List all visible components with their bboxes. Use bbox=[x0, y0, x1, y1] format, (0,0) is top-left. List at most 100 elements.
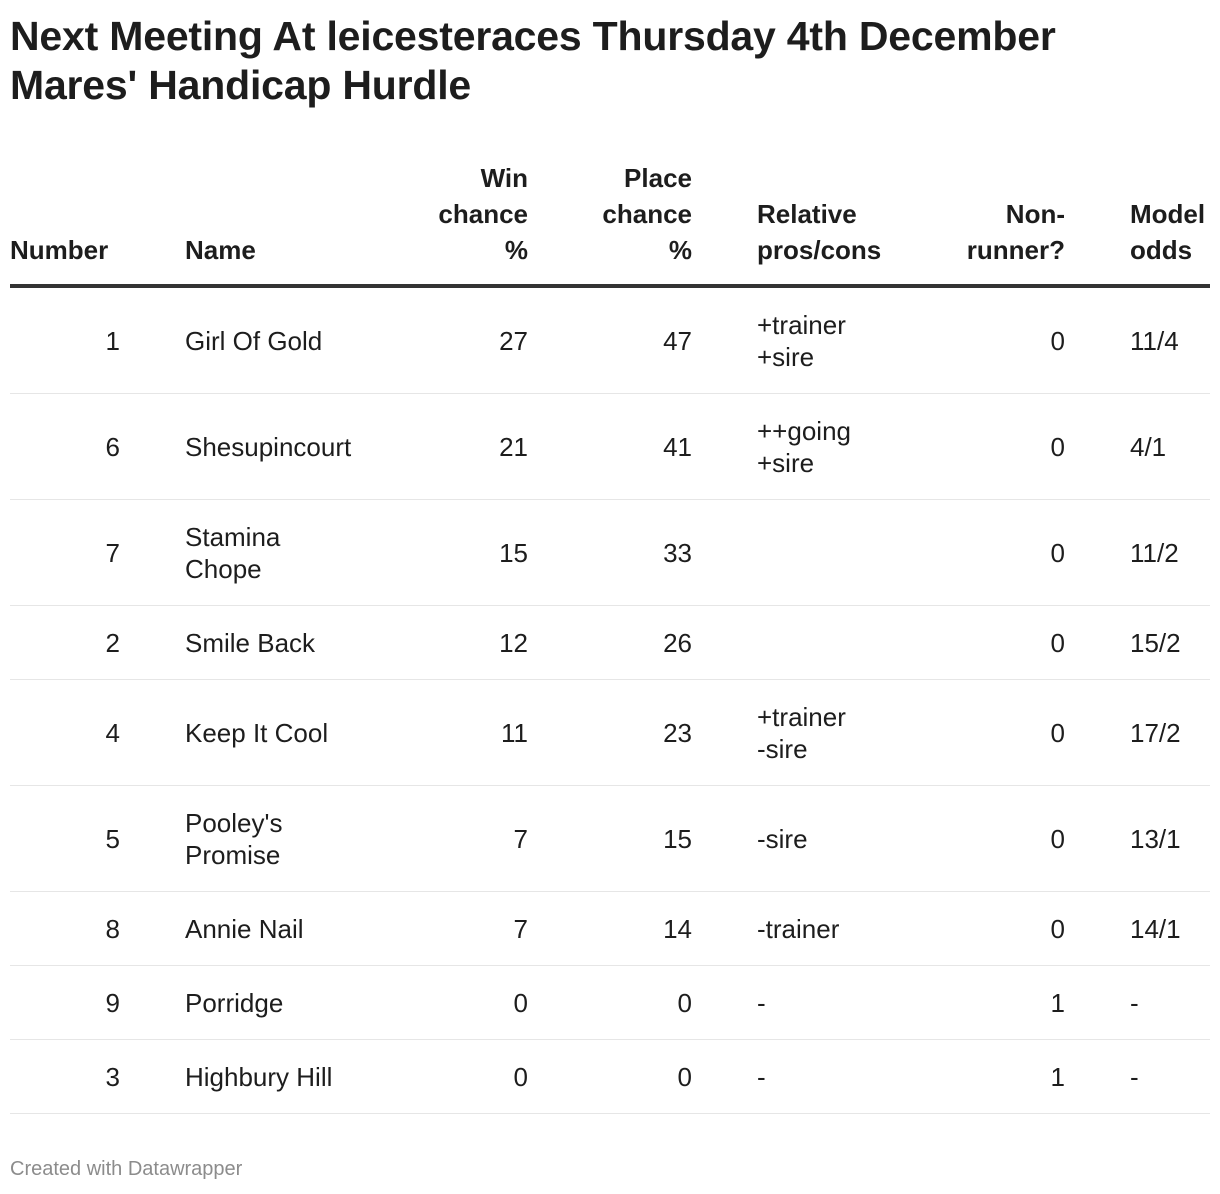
cell-spacer bbox=[120, 499, 185, 606]
cell-place-chance: 14 bbox=[528, 891, 692, 966]
cell-relative: - bbox=[757, 965, 907, 1040]
cell-spacer bbox=[1065, 785, 1130, 892]
cell-name-line: Annie Nail bbox=[185, 913, 304, 944]
header-spacer bbox=[1065, 160, 1130, 288]
cell-relative: +trainer +sire bbox=[757, 286, 907, 394]
header-non-runner[interactable]: Non-runner? bbox=[907, 160, 1065, 288]
cell-name: Highbury Hill bbox=[185, 1039, 370, 1114]
cell-non-runner: 0 bbox=[907, 605, 1065, 680]
cell-number: 9 bbox=[10, 965, 120, 1040]
cell-non-runner: 0 bbox=[907, 499, 1065, 606]
cell-relative-line: -sire bbox=[757, 823, 808, 854]
cell-name-line: Chope bbox=[185, 553, 262, 584]
cell-relative: -sire bbox=[757, 785, 907, 892]
cell-place-chance: 15 bbox=[528, 785, 692, 892]
header-name[interactable]: Name bbox=[185, 160, 370, 288]
cell-name: Girl Of Gold bbox=[185, 286, 370, 394]
header-line: chance bbox=[602, 199, 692, 229]
cell-relative-line: - bbox=[757, 987, 766, 1018]
title-line-1: Next Meeting At leicesteraces Thursday 4… bbox=[10, 13, 1056, 59]
header-line: Model bbox=[1130, 199, 1206, 229]
table-row: 5 Pooley's Promise 7 15 -sire 0 13/1 bbox=[10, 785, 1210, 892]
cell-spacer bbox=[692, 1039, 757, 1114]
cell-name-line: Pooley's bbox=[185, 807, 283, 838]
table-row: 4 Keep It Cool 11 23 +trainer -sire 0 17/2 bbox=[10, 679, 1210, 786]
cell-spacer bbox=[692, 891, 757, 966]
header-spacer bbox=[692, 160, 757, 288]
header-line: Place bbox=[624, 163, 692, 193]
cell-spacer bbox=[120, 1039, 185, 1114]
cell-model-odds: 14/1 bbox=[1130, 891, 1210, 966]
cell-place-chance: 0 bbox=[528, 1039, 692, 1114]
table-row: 1 Girl Of Gold 27 47 +trainer +sire 0 11/4 bbox=[10, 286, 1210, 394]
cell-relative-line: - bbox=[757, 1061, 766, 1092]
header-relative[interactable]: Relative pros/cons bbox=[757, 160, 907, 288]
header-row: Number Name Win chance% Place chance% Rela… bbox=[10, 160, 1210, 288]
cell-spacer bbox=[1065, 393, 1130, 500]
cell-spacer bbox=[692, 605, 757, 680]
cell-spacer bbox=[692, 965, 757, 1040]
page-title: Next Meeting At leicesteraces Thursday 4… bbox=[10, 12, 1200, 110]
cell-relative: -trainer bbox=[757, 891, 907, 966]
header-place-chance[interactable]: Place chance% bbox=[528, 160, 692, 288]
cell-model-odds: 17/2 bbox=[1130, 679, 1210, 786]
cell-spacer bbox=[1065, 286, 1130, 394]
cell-model-odds: 4/1 bbox=[1130, 393, 1210, 500]
cell-model-odds: 11/2 bbox=[1130, 499, 1210, 606]
cell-spacer bbox=[120, 679, 185, 786]
cell-model-odds: 13/1 bbox=[1130, 785, 1210, 892]
cell-name: Keep It Cool bbox=[185, 679, 370, 786]
table-row: 8 Annie Nail 7 14 -trainer 0 14/1 bbox=[10, 891, 1210, 966]
cell-spacer bbox=[120, 605, 185, 680]
cell-spacer bbox=[120, 891, 185, 966]
cell-place-chance: 41 bbox=[528, 393, 692, 500]
cell-win-chance: 27 bbox=[370, 286, 528, 394]
cell-name: Shesupincourt bbox=[185, 393, 370, 500]
header-line: Non- bbox=[1005, 199, 1065, 229]
cell-name-line: Porridge bbox=[185, 987, 284, 1018]
table-row: 6 Shesupincourt 21 41 ++going +sire 0 4/1 bbox=[10, 393, 1210, 500]
cell-spacer bbox=[120, 965, 185, 1040]
header-number[interactable]: Number bbox=[10, 160, 120, 288]
cell-number: 5 bbox=[10, 785, 120, 892]
cell-relative-line: -trainer bbox=[757, 913, 840, 944]
cell-relative-line: +sire bbox=[757, 447, 815, 478]
table-row: 2 Smile Back 12 26 0 15/2 bbox=[10, 605, 1210, 680]
cell-relative bbox=[757, 499, 907, 606]
header-line: Relative bbox=[757, 199, 857, 229]
header-win-chance[interactable]: Win chance% bbox=[370, 160, 528, 288]
header-spacer bbox=[120, 160, 185, 288]
cell-name-line: Promise bbox=[185, 839, 281, 870]
cell-relative-line: +trainer bbox=[757, 309, 846, 340]
header-model-odds[interactable]: Model odds bbox=[1130, 160, 1210, 288]
cell-name: Stamina Chope bbox=[185, 499, 370, 606]
cell-number: 7 bbox=[10, 499, 120, 606]
cell-relative-line: -sire bbox=[757, 733, 808, 764]
cell-relative-line: +trainer bbox=[757, 701, 846, 732]
header-line: pros/cons bbox=[757, 235, 882, 265]
cell-number: 1 bbox=[10, 286, 120, 394]
cell-name-line: Girl Of Gold bbox=[185, 325, 323, 356]
cell-spacer bbox=[120, 785, 185, 892]
cell-model-odds: - bbox=[1130, 965, 1210, 1040]
cell-win-chance: 7 bbox=[370, 785, 528, 892]
cell-spacer bbox=[1065, 891, 1130, 966]
cell-win-chance: 0 bbox=[370, 1039, 528, 1114]
race-table: Number Name Win chance% Place chance% Rela… bbox=[10, 160, 1210, 1114]
cell-place-chance: 47 bbox=[528, 286, 692, 394]
cell-spacer bbox=[692, 286, 757, 394]
header-line: % bbox=[504, 235, 528, 265]
cell-name-line: Keep It Cool bbox=[185, 717, 329, 748]
cell-relative: ++going +sire bbox=[757, 393, 907, 500]
footer-credit: Created with Datawrapper bbox=[10, 1158, 243, 1180]
cell-place-chance: 26 bbox=[528, 605, 692, 680]
cell-win-chance: 7 bbox=[370, 891, 528, 966]
cell-number: 2 bbox=[10, 605, 120, 680]
cell-spacer bbox=[1065, 965, 1130, 1040]
cell-non-runner: 0 bbox=[907, 393, 1065, 500]
cell-relative bbox=[757, 605, 907, 680]
cell-name: Pooley's Promise bbox=[185, 785, 370, 892]
cell-name: Porridge bbox=[185, 965, 370, 1040]
cell-name-line: Smile Back bbox=[185, 627, 316, 658]
table-body: 1 Girl Of Gold 27 47 +trainer +sire 0 11/4 6 Shes… bbox=[10, 286, 1210, 1114]
